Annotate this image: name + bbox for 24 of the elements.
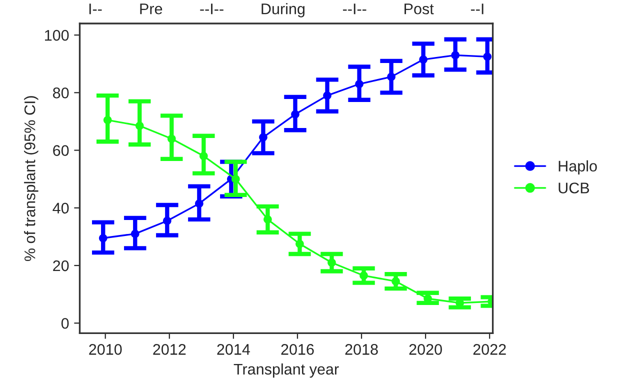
x-tick-label: 2010 <box>89 344 122 355</box>
y-tick-label: 20 <box>53 260 69 272</box>
legend-label: UCB <box>558 182 590 194</box>
y-tick-label: 80 <box>53 88 69 98</box>
x-axis-title: Transplant year <box>234 363 339 378</box>
y-tick-label: 60 <box>53 145 69 156</box>
y-axis-title: % of transplant (95% CI) <box>24 96 38 262</box>
x-tick-label: 2020 <box>409 344 442 355</box>
x-tick-label: 2022 <box>473 344 506 355</box>
x-tick-label: 2018 <box>345 344 378 355</box>
y-tick-label: 100 <box>45 30 69 41</box>
text: Pre <box>140 4 162 14</box>
y-tick-label: 40 <box>52 202 69 214</box>
text: --I-- <box>200 4 224 14</box>
y-tick-label: 0 <box>61 318 69 329</box>
text: During <box>262 3 304 18</box>
text: --I-- <box>342 4 366 14</box>
x-tick-label: 2016 <box>281 344 314 355</box>
x-tick-label: 2014 <box>217 344 250 355</box>
text: I-- <box>89 4 102 14</box>
text: --I <box>470 4 484 14</box>
legend-label: Haplo <box>558 160 597 175</box>
text: Post <box>404 4 434 14</box>
x-tick-label: 2012 <box>153 344 186 355</box>
